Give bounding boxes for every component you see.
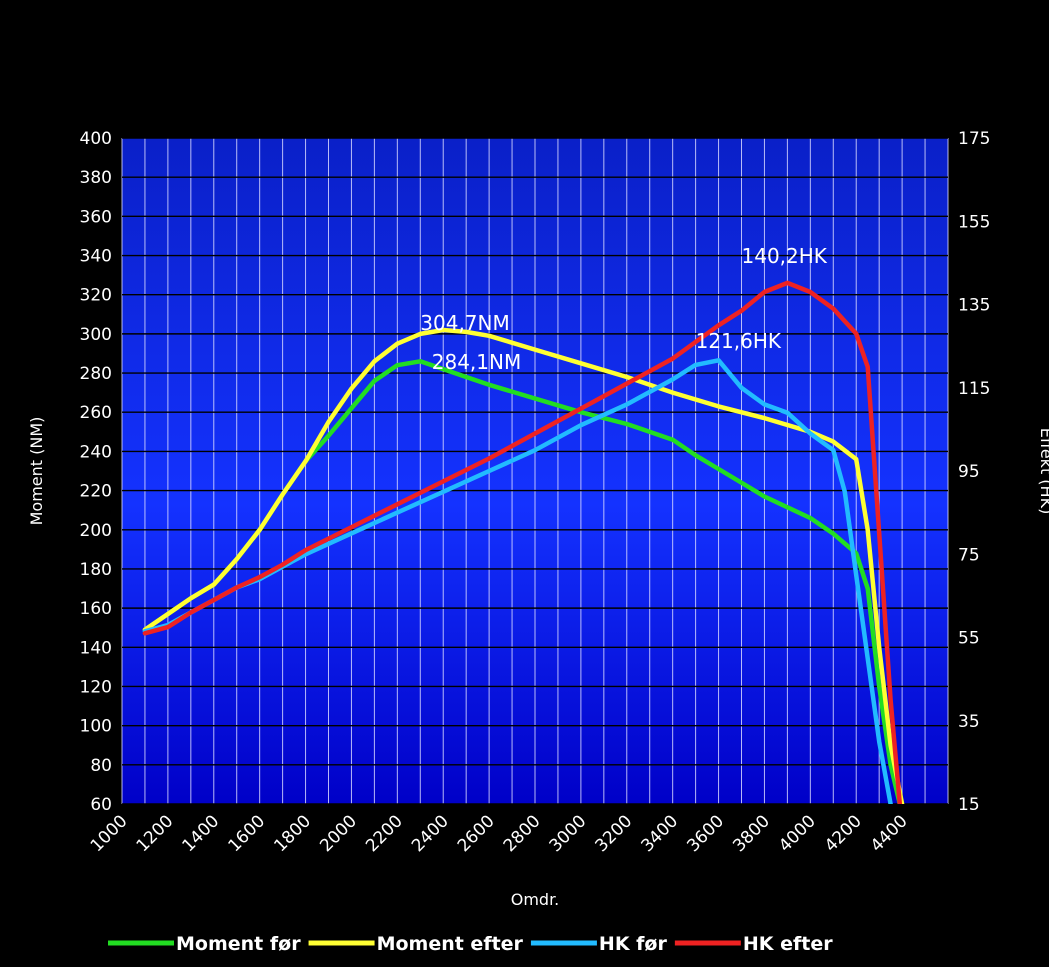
y-right-tick-label: 15	[958, 795, 980, 815]
legend-label: Moment før	[176, 933, 301, 955]
y-left-tick-label: 240	[80, 442, 112, 462]
y-left-tick-label: 140	[80, 638, 112, 658]
y-left-tick-label: 320	[80, 286, 112, 306]
y-left-tick-label: 380	[80, 168, 112, 188]
x-tick-label: 2600	[454, 811, 499, 856]
x-tick-label: 3800	[729, 811, 774, 856]
y-right-tick-label: 55	[958, 629, 980, 649]
y-right-tick-label: 115	[958, 379, 990, 399]
y-right-tick-label: 35	[958, 712, 980, 732]
y-right-tick-label: 135	[958, 296, 990, 316]
legend-label: HK efter	[743, 933, 833, 955]
y-left-tick-label: 80	[90, 756, 112, 776]
y-left-tick-label: 120	[80, 677, 112, 697]
y-left-ticks: 400 380 360 340 320 300 280 260 240 220 200 180 160 1…	[80, 129, 112, 815]
x-tick-label: 4000	[775, 811, 820, 856]
y-left-tick-label: 300	[80, 325, 112, 345]
y-left-tick-label: 100	[80, 717, 112, 737]
x-tick-label: 1400	[179, 811, 224, 856]
x-tick-label: 2000	[316, 811, 361, 856]
y-left-tick-label: 160	[80, 599, 112, 619]
y-left-tick-label: 400	[80, 129, 112, 149]
legend-label: HK før	[599, 933, 668, 955]
y-left-tick-label: 360	[80, 207, 112, 227]
x-tick-label: 2400	[408, 811, 453, 856]
peak-annotation: 121,6HK	[696, 329, 782, 353]
y-left-tick-label: 60	[90, 795, 112, 815]
x-tick-label: 1600	[224, 811, 269, 856]
y-right-tick-label: 75	[958, 545, 980, 565]
x-axis-title: Omdr.	[511, 890, 560, 909]
y-left-axis-title: Moment (NM)	[27, 417, 46, 526]
y-left-tick-label: 340	[80, 247, 112, 267]
y-left-tick-label: 260	[80, 403, 112, 423]
x-tick-label: 4400	[867, 811, 912, 856]
y-right-tick-label: 155	[958, 212, 990, 232]
x-tick-label: 3400	[637, 811, 682, 856]
y-right-ticks: 175 155 135 115 95 75 55 35 15	[958, 129, 990, 815]
peak-annotation: 284,1NM	[432, 350, 521, 374]
x-tick-label: 1800	[270, 811, 315, 856]
y-left-tick-label: 220	[80, 482, 112, 502]
y-left-tick-label: 280	[80, 364, 112, 384]
x-tick-label: 3000	[546, 811, 591, 856]
y-right-axis-title: Effekt (HK)	[1037, 428, 1049, 515]
x-tick-label: 3600	[683, 811, 728, 856]
x-tick-label: 2200	[362, 811, 407, 856]
x-tick-label: 2800	[500, 811, 545, 856]
peak-annotation: 304,7NM	[420, 311, 509, 335]
legend-label: Moment efter	[377, 933, 524, 955]
y-left-tick-label: 200	[80, 521, 112, 541]
x-tick-label: 1200	[133, 811, 178, 856]
series-line-hk-efter	[142, 280, 903, 804]
x-tick-label: 1000	[87, 811, 132, 856]
y-left-tick-label: 180	[80, 560, 112, 580]
legend: Moment før Moment efter HK før HK efter	[108, 933, 833, 955]
series-layer	[142, 280, 905, 804]
x-ticks: 1000 1200 1400 1600 1800 2000 2200 2400 2600 2800…	[87, 811, 912, 856]
y-right-tick-label: 175	[958, 129, 990, 149]
x-tick-label: 3200	[592, 811, 637, 856]
grid	[121, 137, 949, 805]
series-line-moment-efter	[142, 327, 905, 804]
y-right-tick-label: 95	[958, 462, 980, 482]
x-tick-label: 4200	[821, 811, 866, 856]
peak-annotation: 140,2HK	[742, 244, 828, 268]
annotations: 304,7NM 284,1NM 121,6HK 140,2HK	[420, 244, 828, 374]
